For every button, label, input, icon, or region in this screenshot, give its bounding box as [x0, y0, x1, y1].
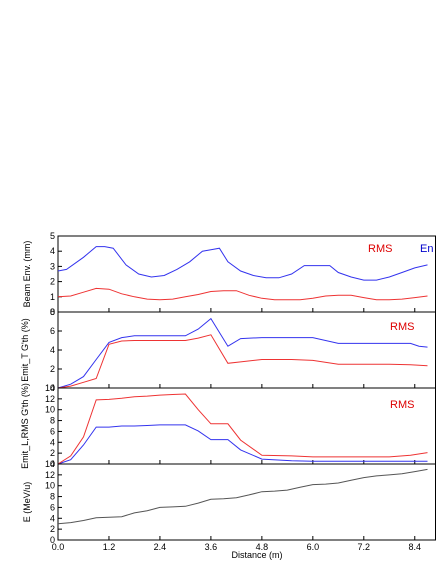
series-line-1 [57, 246, 428, 281]
legend-label-en: En [420, 243, 433, 255]
y-tick-label: 4 [50, 513, 55, 523]
series-line-2 [57, 287, 428, 301]
y-tick-label: 5 [50, 231, 55, 241]
x-tick-label: 8.4 [409, 542, 422, 552]
x-tick-label: 6.0 [307, 542, 320, 552]
y-tick-label: 8 [50, 307, 55, 317]
y-tick-label: 6 [50, 426, 55, 436]
y-tick-label: 0 [50, 383, 55, 393]
legend-label-rms: RMS [368, 243, 392, 255]
y-tick-label: 1 [50, 292, 55, 302]
y-tick-label: 6 [50, 326, 55, 336]
series-line-1 [57, 468, 428, 525]
y-tick-label: 6 [50, 502, 55, 512]
y-tick-label: 0 [50, 535, 55, 545]
y-tick-label: 8 [50, 492, 55, 502]
y-tick-label: 0 [50, 307, 55, 317]
legend-label-rms: RMS [390, 399, 414, 411]
panel-2: 0 2 4 6 8 Emit_T G'th (%) RMS [20, 307, 436, 393]
series-line-2 [57, 334, 428, 389]
x-tick-label: 3.6 [205, 542, 218, 552]
y-tick-label: 10 [45, 481, 55, 491]
y-tick-label: 0 [50, 459, 55, 469]
y-tick-label: 12 [45, 394, 55, 404]
y-tick-label: 4 [50, 246, 55, 256]
panel-1: 0 1 2 3 4 5 Beam Env. (mm) RMS En [22, 231, 436, 317]
y-axis-label: Emit_T G'th (%) [20, 318, 30, 382]
y-tick-label: 2 [50, 524, 55, 534]
y-tick-label: 14 [45, 383, 55, 393]
x-axis-label: Distance (m) [231, 550, 282, 560]
x-tick-label: 4.8 [256, 542, 269, 552]
y-tick-label: 10 [45, 405, 55, 415]
y-axis-label: E (MeV/u) [22, 482, 32, 523]
panel-frame [57, 311, 436, 389]
y-axis-label: Beam Env. (mm) [22, 241, 32, 308]
legend-label-rms: RMS [390, 321, 414, 333]
y-tick-label: 12 [45, 470, 55, 480]
y-tick-label: 2 [50, 364, 55, 374]
y-tick-label: 8 [50, 416, 55, 426]
y-axis-label: Emit_L,RMS G'th (%) [20, 383, 30, 469]
x-tick-label: 0.0 [52, 542, 65, 552]
series-line-1 [57, 317, 428, 389]
series-line-2 [57, 393, 428, 465]
y-tick-label: 4 [50, 345, 55, 355]
y-tick-label: 4 [50, 437, 55, 447]
y-tick-label: 3 [50, 261, 55, 271]
y-tick-label: 2 [50, 277, 55, 287]
x-tick-label: 1.2 [103, 542, 116, 552]
y-tick-label: 2 [50, 448, 55, 458]
series-line-1 [57, 424, 428, 465]
x-tick-label: 2.4 [154, 542, 167, 552]
y-tick-label: 14 [45, 459, 55, 469]
x-tick-label: 7.2 [358, 542, 371, 552]
